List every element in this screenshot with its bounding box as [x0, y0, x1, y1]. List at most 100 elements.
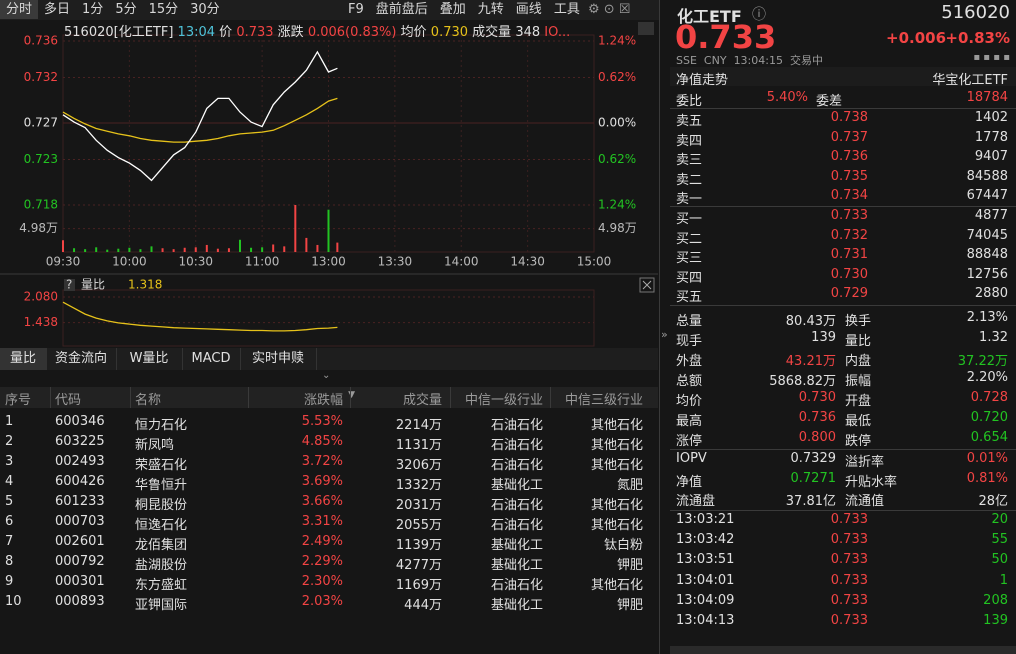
rank: 9: [5, 574, 14, 589]
small-icons[interactable]: ▪ ▪ ▪ ▪: [973, 52, 1010, 63]
industry-l1: 石油石化: [490, 578, 543, 593]
label: 外盘: [676, 354, 703, 369]
table-row[interactable]: 10 000893 亚钾国际 2.03% 444万 基础化工 钾肥: [0, 592, 658, 613]
quote-panel: 化工ETF ⓘ 516020 0.733 +0.006 +0.83% SSE C…: [670, 0, 1016, 654]
bottom-tab[interactable]: MACD: [182, 348, 241, 370]
label: 涨停: [676, 434, 703, 449]
label: 振幅: [845, 374, 872, 389]
column-header[interactable]: 序号: [5, 393, 32, 408]
volume-bar: [183, 247, 186, 252]
tool-button[interactable]: F9: [348, 2, 364, 17]
table-body: 1 600346 恒力石化 5.53% 2214万 石油石化 其他石化 2 603225 新凤鸣 4…: [0, 410, 658, 654]
industry-l3: 其他石化: [590, 418, 643, 433]
stock-name: 恒逸石化: [135, 518, 188, 533]
ratio-frame: [62, 289, 595, 347]
price: 0.737: [830, 129, 868, 145]
table-row[interactable]: 5 601233 桐昆股份 3.66% 2031万 石油石化 其他石化: [0, 492, 658, 513]
trade-row: 13:03:21 0.733 20: [670, 511, 1016, 530]
stock-name: 盐湖股份: [135, 558, 188, 573]
stock-name: 亚钾国际: [135, 598, 188, 613]
volume-bar: [261, 247, 264, 252]
volume-bar: [117, 248, 120, 252]
time: 13:04: [177, 25, 216, 40]
table-row[interactable]: 2 603225 新凤鸣 4.85% 1131万 石油石化 其他石化: [0, 432, 658, 453]
code: 601233: [55, 494, 105, 509]
volume: 2031万: [395, 498, 442, 513]
ratio-label: 量比: [81, 278, 105, 292]
period-tab[interactable]: 15分: [148, 2, 179, 17]
currency: CNY: [703, 54, 727, 67]
price: 0.736: [830, 149, 868, 164]
bottom-tab[interactable]: 资金流向: [46, 348, 117, 370]
ask-row: 卖二 0.735 84588: [670, 168, 1016, 188]
tool-button[interactable]: 画线: [515, 2, 542, 17]
label: 最低: [845, 414, 872, 429]
table-row[interactable]: 8 000792 盐湖股份 2.29% 4277万 基础化工 钾肥: [0, 552, 658, 573]
y-tick-label: 0.736: [24, 34, 58, 48]
label: 买三: [676, 251, 703, 266]
tool-icons[interactable]: ⚙ ⊙ ☒: [588, 2, 631, 17]
stat-row: 总额 5868.82万 振幅 2.20%: [670, 369, 1016, 389]
period-tab[interactable]: 分时: [0, 0, 39, 19]
price: 0.733: [830, 613, 868, 628]
volume: 444万: [404, 598, 442, 613]
change-pct: 3.69%: [301, 474, 343, 489]
value: 0.81%: [966, 470, 1008, 486]
period-tab[interactable]: 多日: [44, 2, 71, 17]
period-tab[interactable]: 1分: [82, 2, 104, 17]
avg: 0.730: [430, 25, 469, 40]
table-row[interactable]: 7 002601 龙佰集团 2.49% 1139万 基础化工 钛白粉: [0, 532, 658, 553]
stock-name: 东方盛虹: [135, 578, 188, 593]
quote-time: 13:04:15: [733, 54, 783, 67]
table-row[interactable]: 9 000301 东方盛虹 2.30% 1169万 石油石化 其他石化: [0, 572, 658, 593]
volume-bar: [172, 249, 175, 252]
column-header[interactable]: 涨跌幅: [303, 393, 343, 408]
column-header[interactable]: 代码: [55, 393, 82, 408]
column-header[interactable]: 名称: [135, 393, 162, 408]
expand-icon[interactable]: ⌄: [322, 370, 331, 381]
volume: 1778: [974, 129, 1008, 145]
bottom-tab[interactable]: 实时申赎: [240, 348, 317, 370]
volume-bar: [272, 244, 275, 252]
volume-bar: [205, 244, 208, 252]
tool-button[interactable]: 九转: [477, 2, 504, 17]
column-header[interactable]: 中信一级行业: [464, 393, 543, 408]
time: 13:04:13: [676, 613, 735, 628]
bid-row: 买五 0.729 2880: [670, 285, 1016, 305]
tool-button[interactable]: 盘前盘后: [375, 2, 428, 17]
period-tab[interactable]: 30分: [190, 2, 220, 17]
bottom-tab[interactable]: W量比: [116, 348, 183, 370]
label: 卖三: [676, 153, 703, 168]
value: 0.736: [798, 410, 836, 425]
label: 流通盘: [676, 494, 716, 509]
nav-link[interactable]: 净值走势: [676, 73, 729, 88]
bottom-tab[interactable]: 量比: [0, 348, 47, 370]
tool-button[interactable]: 叠加: [439, 2, 466, 17]
change-pct: 2.30%: [301, 574, 343, 589]
x-tick-label: 11:00: [245, 255, 280, 269]
change-label: 涨跌: [277, 25, 304, 40]
volume-bar: [250, 247, 253, 252]
tab-bar: 量比 资金流向 W量比 MACD 实时申赎: [0, 348, 658, 370]
close-button[interactable]: [639, 277, 655, 293]
period-tab[interactable]: 5分: [115, 2, 137, 17]
table-row[interactable]: 4 600426 华鲁恒升 3.69% 1332万 基础化工 氮肥: [0, 472, 658, 493]
status: 交易中: [789, 54, 823, 67]
close-icon: [642, 280, 652, 290]
rank: 10: [5, 594, 22, 609]
collapse-icon[interactable]: »: [661, 328, 668, 341]
label: 净值: [676, 474, 703, 490]
column-header[interactable]: 中信三级行业: [564, 393, 643, 408]
change-pct: 3.72%: [301, 454, 343, 469]
stock-name: 龙佰集团: [135, 538, 188, 553]
table-row[interactable]: 6 000703 恒逸石化 3.31% 2055万 石油石化 其他石化: [0, 512, 658, 533]
tool-button[interactable]: 工具: [553, 2, 580, 17]
table-row[interactable]: 1 600346 恒力石化 5.53% 2214万 石油石化 其他石化: [0, 412, 658, 433]
column-header[interactable]: 成交量: [402, 393, 442, 408]
table-row[interactable]: 3 002493 荣盛石化 3.72% 3206万 石油石化 其他石化: [0, 452, 658, 473]
volume-bar: [84, 249, 87, 252]
code: 000301: [55, 574, 105, 589]
info-icon[interactable]: ⓘ: [752, 7, 766, 23]
meta: SSE CNY 13:04:15 交易中: [676, 52, 823, 68]
industry-l3: 其他石化: [590, 458, 643, 473]
